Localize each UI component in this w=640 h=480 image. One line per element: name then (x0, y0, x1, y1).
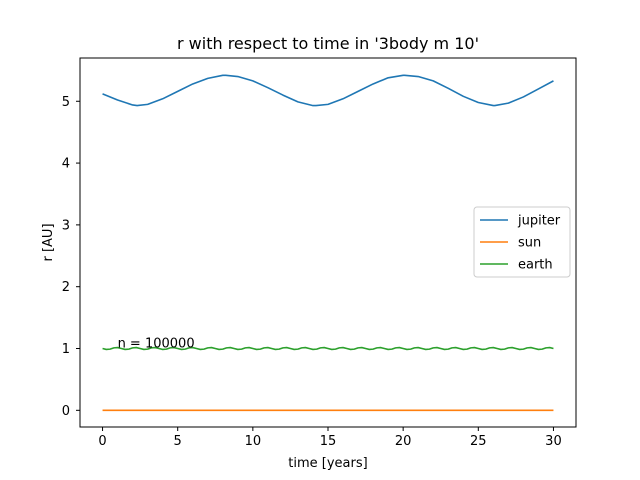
y-tick-label: 2 (62, 280, 70, 295)
legend-label-jupiter: jupiter (517, 214, 561, 229)
y-tick-label: 1 (62, 342, 70, 357)
series-line-earth (102, 346, 554, 351)
series-layer (102, 74, 554, 412)
legend: jupiter sun earth (473, 206, 571, 278)
x-tick-label: 25 (470, 434, 487, 449)
x-axis-title: time [years] (288, 456, 367, 471)
series-line-jupiter (102, 74, 554, 107)
y-tick-label: 5 (62, 95, 70, 110)
x-tick-label: 30 (545, 434, 562, 449)
x-tick-label: 5 (174, 434, 182, 449)
legend-label-earth: earth (518, 258, 553, 273)
x-axis-ticks: 0 5 10 15 20 25 30 (98, 427, 562, 449)
chart-title: r with respect to time in '3body m 10' (177, 34, 479, 53)
x-tick-label: 10 (245, 434, 262, 449)
y-axis-ticks: 0 1 2 3 4 5 (62, 95, 80, 419)
x-tick-label: 0 (98, 434, 106, 449)
y-axis-title: r [AU] (41, 223, 56, 261)
y-tick-label: 0 (62, 404, 70, 419)
y-tick-label: 4 (62, 157, 70, 172)
x-tick-label: 15 (320, 434, 337, 449)
plot-frame (79, 57, 577, 428)
y-tick-label: 3 (62, 218, 70, 233)
sample-count-annotation: n = 100000 (118, 337, 195, 352)
legend-box (473, 206, 571, 278)
x-tick-label: 20 (395, 434, 412, 449)
legend-label-sun: sun (518, 236, 541, 251)
